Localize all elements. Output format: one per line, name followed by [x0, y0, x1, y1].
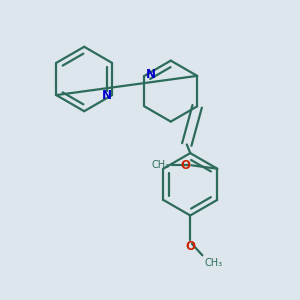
Text: O: O: [181, 159, 190, 172]
Text: CH₃: CH₃: [152, 160, 170, 170]
Text: CH₃: CH₃: [205, 258, 223, 268]
Text: N: N: [102, 88, 112, 102]
Text: N: N: [146, 68, 156, 81]
Text: O: O: [185, 240, 195, 254]
